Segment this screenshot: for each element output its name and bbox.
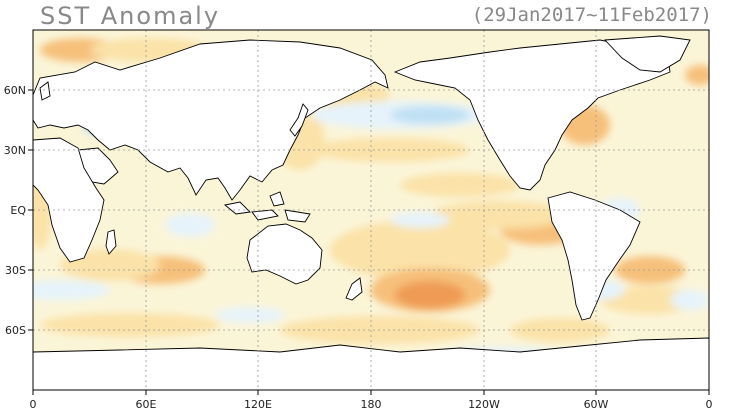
africa <box>33 137 105 263</box>
japan <box>289 103 309 137</box>
british-isles <box>39 81 51 101</box>
date-range: (29Jan2017~11Feb2017) <box>471 4 712 26</box>
map-title: SST Anomaly <box>40 2 221 30</box>
lat-tick-label: 60N <box>4 84 26 97</box>
lon-tick-label: 180 <box>361 398 382 411</box>
australia <box>246 223 323 285</box>
lon-tick-label: 0 <box>706 398 713 411</box>
indonesia <box>223 191 311 223</box>
lat-tick-label: 30N <box>4 144 26 157</box>
lat-tick-label: 60S <box>5 324 26 337</box>
lat-axis-labels: 60N 30N EQ 30S 60S <box>4 84 27 337</box>
greenland <box>604 35 691 73</box>
antarctica <box>33 337 709 390</box>
new-zealand <box>345 277 363 301</box>
tick-marks <box>28 89 710 395</box>
lon-tick-label: 0 <box>30 398 37 411</box>
madagascar <box>105 229 117 255</box>
lon-tick-label: 120E <box>244 398 272 411</box>
lon-axis-labels: 0 60E 120E 180 120W 60W 0 <box>30 398 713 411</box>
lon-tick-label: 60W <box>584 398 609 411</box>
north-america <box>393 39 671 191</box>
land <box>33 35 709 390</box>
eurasia <box>33 39 389 201</box>
graticule <box>33 30 709 390</box>
lat-tick-label: EQ <box>10 204 26 217</box>
lat-tick-label: 30S <box>5 264 26 277</box>
south-america <box>547 191 641 321</box>
lon-tick-label: 60E <box>136 398 157 411</box>
lon-tick-label: 120W <box>468 398 500 411</box>
